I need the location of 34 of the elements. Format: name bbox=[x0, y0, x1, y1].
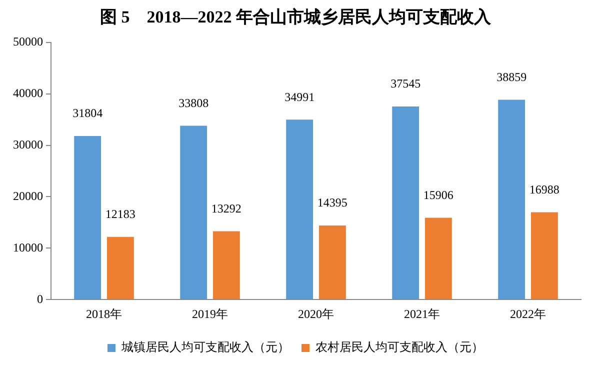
bar bbox=[424, 218, 452, 300]
x-tick-label: 2021年 bbox=[404, 306, 440, 321]
y-tick-label: 20000 bbox=[13, 188, 43, 203]
x-tick-label: 2022年 bbox=[510, 306, 546, 321]
bar bbox=[498, 100, 526, 300]
data-label: 31804 bbox=[72, 106, 103, 120]
data-label: 37545 bbox=[390, 76, 421, 91]
x-tick-label: 2020年 bbox=[298, 306, 334, 321]
data-label: 33808 bbox=[178, 96, 209, 110]
legend-label: 农村居民人均可支配收入（元） bbox=[316, 340, 484, 354]
bar bbox=[74, 136, 102, 300]
data-label: 13292 bbox=[211, 201, 242, 216]
data-label: 14395 bbox=[317, 196, 348, 210]
data-label: 15906 bbox=[423, 188, 454, 202]
y-tick-label: 50000 bbox=[13, 34, 43, 49]
bar bbox=[286, 120, 314, 300]
y-tick-label: 40000 bbox=[13, 86, 43, 100]
data-label: 34991 bbox=[284, 90, 315, 104]
bar bbox=[180, 126, 208, 300]
y-tick-label: 30000 bbox=[13, 137, 43, 152]
x-tick-label: 2018年 bbox=[86, 306, 122, 321]
bar bbox=[106, 236, 134, 300]
bar bbox=[530, 212, 558, 300]
data-label: 12183 bbox=[105, 207, 136, 222]
bar bbox=[212, 231, 240, 300]
x-tick-label: 2019年 bbox=[192, 306, 228, 321]
y-tick-label: 10000 bbox=[13, 240, 43, 254]
data-label: 16988 bbox=[529, 182, 560, 196]
chart-title: 图 5 2018—2022 年合山市城乡居民人均可支配收入 bbox=[100, 8, 492, 27]
legend-label: 城镇居民人均可支配收入（元） bbox=[120, 340, 290, 354]
bar bbox=[318, 226, 346, 300]
data-label: 38859 bbox=[496, 70, 527, 84]
bar bbox=[392, 106, 420, 300]
y-tick-label: 0 bbox=[37, 292, 43, 306]
